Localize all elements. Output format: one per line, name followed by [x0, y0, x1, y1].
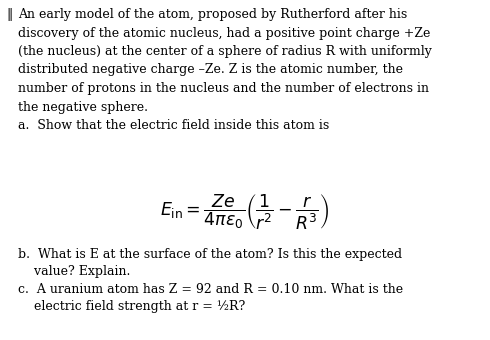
Text: number of protons in the nucleus and the number of electrons in: number of protons in the nucleus and the… — [18, 82, 429, 95]
Text: An early model of the atom, proposed by Rutherford after his: An early model of the atom, proposed by … — [18, 8, 407, 21]
Text: $E_{\mathrm{in}} = \dfrac{Ze}{4\pi\epsilon_0}\left(\dfrac{1}{r^2} - \dfrac{r}{R^: $E_{\mathrm{in}} = \dfrac{Ze}{4\pi\epsil… — [160, 192, 330, 231]
Text: the negative sphere.: the negative sphere. — [18, 101, 148, 114]
Text: a.  Show that the electric field inside this atom is: a. Show that the electric field inside t… — [18, 119, 329, 132]
Text: ‖: ‖ — [6, 8, 12, 21]
Text: b.  What is E at the surface of the atom? Is this the expected: b. What is E at the surface of the atom?… — [18, 248, 402, 261]
Text: (the nucleus) at the center of a sphere of radius R with uniformly: (the nucleus) at the center of a sphere … — [18, 45, 432, 58]
Text: discovery of the atomic nucleus, had a positive point charge +Ze: discovery of the atomic nucleus, had a p… — [18, 27, 430, 39]
Text: distributed negative charge –Ze. Z is the atomic number, the: distributed negative charge –Ze. Z is th… — [18, 64, 403, 76]
Text: electric field strength at r = ½R?: electric field strength at r = ½R? — [18, 300, 245, 313]
Text: value? Explain.: value? Explain. — [18, 265, 130, 278]
Text: c.  A uranium atom has Z = 92 and R = 0.10 nm. What is the: c. A uranium atom has Z = 92 and R = 0.1… — [18, 283, 403, 296]
